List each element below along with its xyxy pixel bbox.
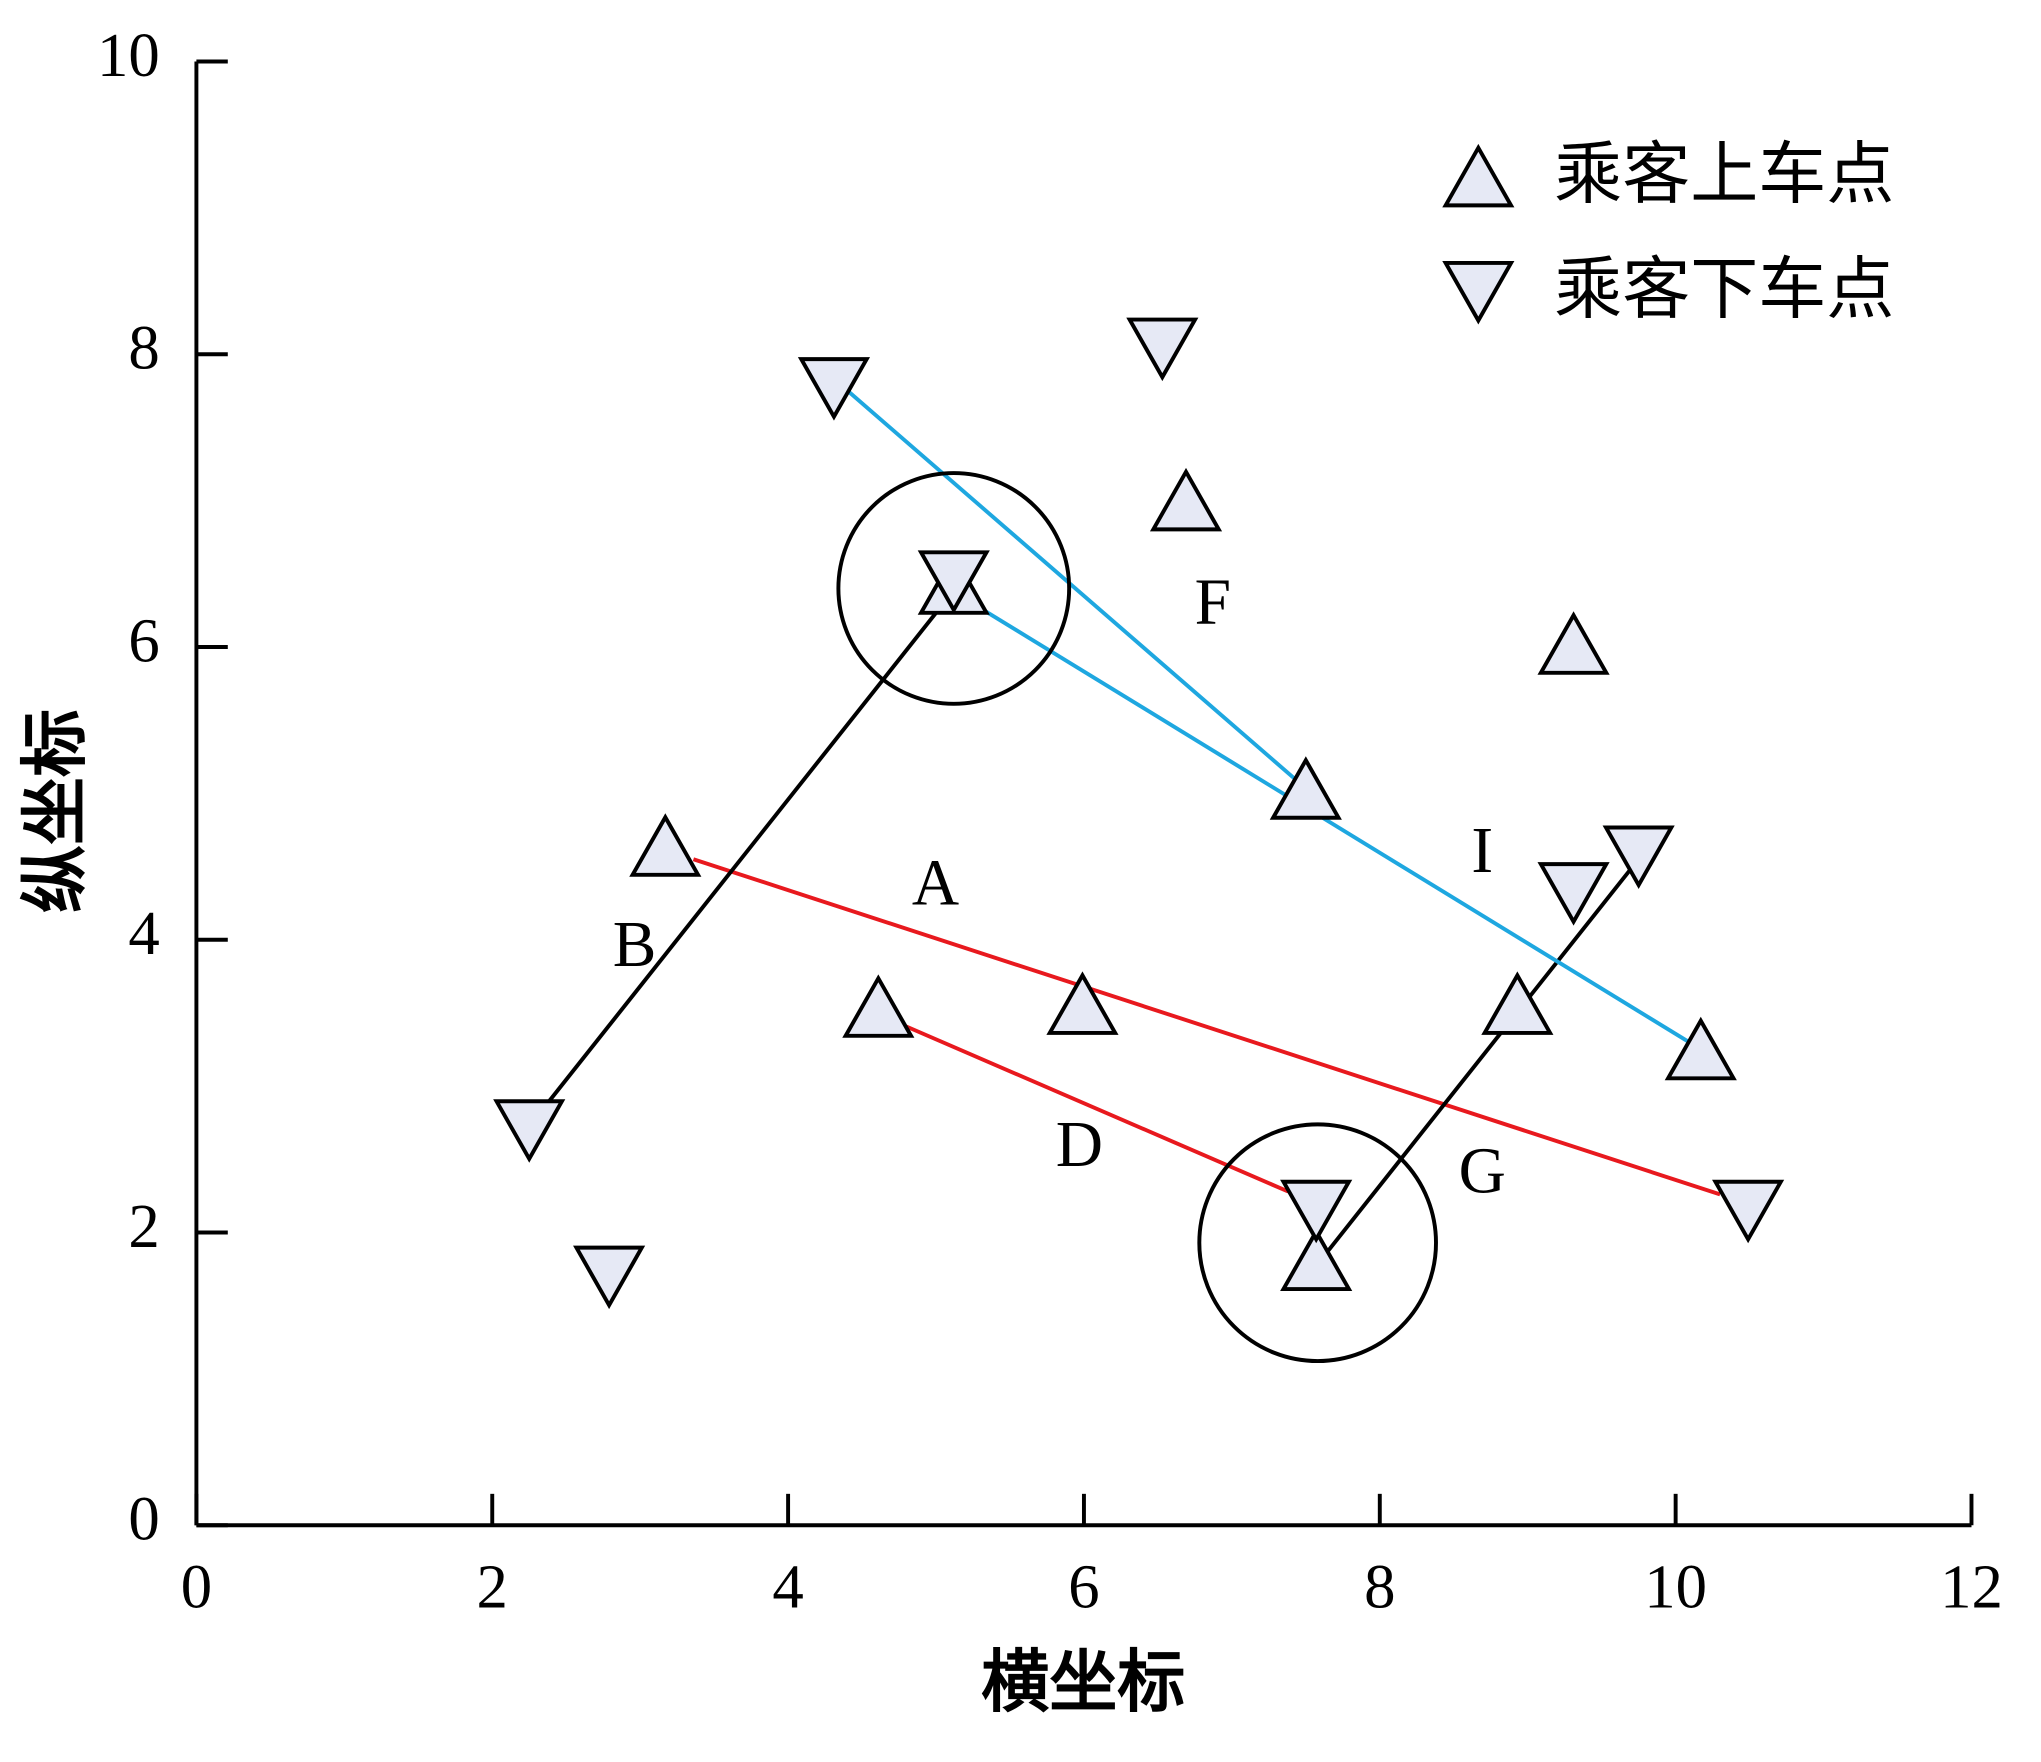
y-tick-label: 10 — [97, 20, 160, 90]
marker — [1126, 317, 1199, 382]
annotation: B — [613, 909, 657, 981]
legend-marker — [1442, 143, 1515, 208]
x-axis-label: 横坐标 — [981, 1645, 1185, 1721]
marker — [1269, 756, 1342, 820]
marker — [1537, 611, 1610, 675]
y-tick-label: 6 — [128, 605, 159, 675]
x-tick-label: 4 — [772, 1552, 803, 1622]
x-tick-label: 2 — [477, 1552, 508, 1622]
marker — [1537, 862, 1610, 926]
x-tick-label: 10 — [1644, 1552, 1707, 1622]
route-line — [541, 600, 947, 1111]
marker — [797, 357, 871, 421]
marker — [1712, 1179, 1785, 1244]
marker — [1149, 467, 1223, 532]
x-tick-label: 0 — [181, 1552, 212, 1622]
x-tick-label: 6 — [1068, 1552, 1099, 1622]
cluster-circle — [1197, 1122, 1438, 1364]
marker — [1481, 971, 1554, 1035]
x-tick-label: 8 — [1364, 1552, 1395, 1622]
legend-label: 乘客下车点 — [1554, 252, 1894, 328]
marker — [842, 974, 915, 1038]
y-axis-label: 纵坐标 — [18, 709, 94, 913]
legend-marker — [1442, 260, 1515, 325]
marker — [1280, 1179, 1353, 1244]
annotation: A — [912, 848, 959, 920]
y-tick-label: 2 — [128, 1191, 159, 1261]
x-tick-label: 12 — [1940, 1552, 2003, 1622]
route-line — [973, 602, 1698, 1049]
annotation: D — [1056, 1109, 1103, 1181]
marker — [1280, 1227, 1353, 1292]
marker — [629, 813, 702, 877]
route-line — [692, 857, 1721, 1197]
route-line — [843, 386, 1303, 787]
annotation: I — [1471, 815, 1493, 887]
marker — [493, 1099, 566, 1163]
marker — [573, 1245, 646, 1310]
y-tick-label: 8 — [128, 313, 159, 383]
marker — [1602, 825, 1675, 890]
annotation: G — [1459, 1135, 1506, 1207]
route-line — [1319, 865, 1635, 1262]
marker — [1046, 971, 1119, 1035]
marker — [917, 550, 990, 614]
cluster-circle — [836, 471, 1072, 706]
route-line — [901, 1022, 1289, 1194]
y-tick-label: 0 — [128, 1484, 159, 1554]
marker — [1664, 1016, 1737, 1081]
legend-label: 乘客上车点 — [1554, 136, 1894, 212]
annotation: F — [1195, 566, 1231, 638]
y-tick-label: 4 — [128, 898, 159, 968]
